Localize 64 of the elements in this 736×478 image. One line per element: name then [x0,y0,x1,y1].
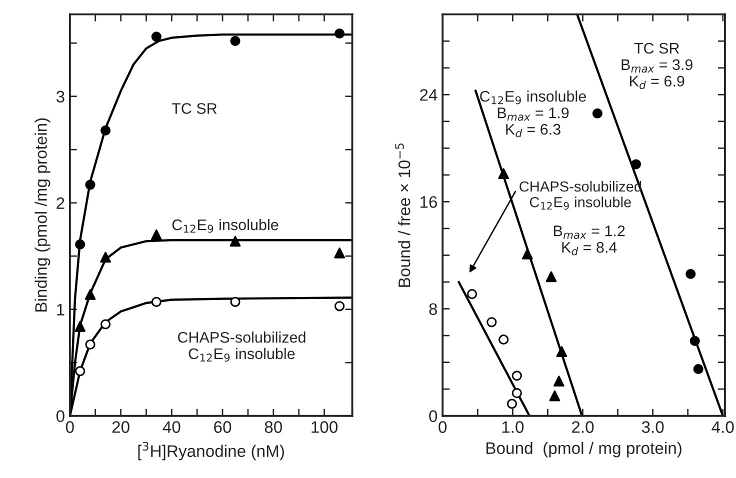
point [630,159,642,170]
point [512,388,522,398]
point [151,32,162,42]
point [151,296,162,307]
point [690,336,700,346]
x-axis-title: Bound (pmol / mg protein) [486,442,682,458]
y-tick-label: 0 [56,410,64,422]
text: C$_{12}$E$_{9}$ insoluble B$_{max}$ = 1.9 K$_{d}$ = 6.3 [480,90,586,138]
point [84,289,96,300]
x-tick-label: 1.0 [502,421,524,433]
y-tick-label: 24 [420,89,438,101]
point [334,247,345,258]
annotation: TC SR [172,103,217,114]
point [546,271,557,282]
point [230,36,240,46]
x-tick-label: 40 [162,421,180,433]
point [85,339,96,350]
x-tick-label: 0 [438,421,447,433]
text: TC SR B$_{max}$ = 3.9 K$_{d}$ = 6.9 [622,42,692,90]
y-tick-label: 8 [429,303,438,315]
x-tick-label: 80 [264,421,282,433]
point [85,180,96,190]
point [693,364,704,374]
point [498,168,509,180]
point [498,334,509,345]
point [75,239,86,250]
point [75,366,86,376]
point [549,390,560,402]
point [334,301,345,312]
y-tick-label: 2 [56,197,64,209]
y-tick-label: 1 [57,304,64,316]
y-axis-title: Bound / free × 10$^{−5}$ [395,144,410,287]
annotation: CHAPS-solubilized C$_{12}$E$_{9}$ insoluble [178,332,306,362]
point [512,370,522,381]
x-tick-label: 60 [214,421,232,433]
y-tick-label: 16 [420,196,438,208]
x-tick-label: 3.0 [642,421,664,433]
y-axis-title: Binding (pmol /mg protein) [34,118,50,312]
point [230,296,240,307]
y-tick-label: 3 [56,90,64,103]
point [100,125,111,136]
point [686,268,696,280]
point [466,289,478,300]
point [592,108,602,118]
x-tick-label: 100 [312,421,338,433]
point [553,376,564,386]
x-tick-label: 2.0 [572,421,594,433]
point [556,346,568,358]
point [230,236,241,247]
point [486,317,497,328]
point [150,229,162,240]
point [100,319,111,330]
x-tick-label: 4.0 [712,421,734,433]
point [74,320,86,332]
y-tick-label: 0 [429,410,438,422]
x-tick-label: 20 [112,421,130,433]
point [506,398,518,409]
text: B$_{max}$ = 1.2 K$_{d}$ = 8.4 [554,226,625,256]
point [100,252,111,263]
point [522,248,533,260]
point [334,28,345,39]
x-axis-title: [$^{3}$H]Ryanodine (nM) [138,442,284,460]
x-tick-label: 0 [66,421,74,433]
annotation: C$_{12}$E$_{9}$ insoluble [172,219,278,233]
